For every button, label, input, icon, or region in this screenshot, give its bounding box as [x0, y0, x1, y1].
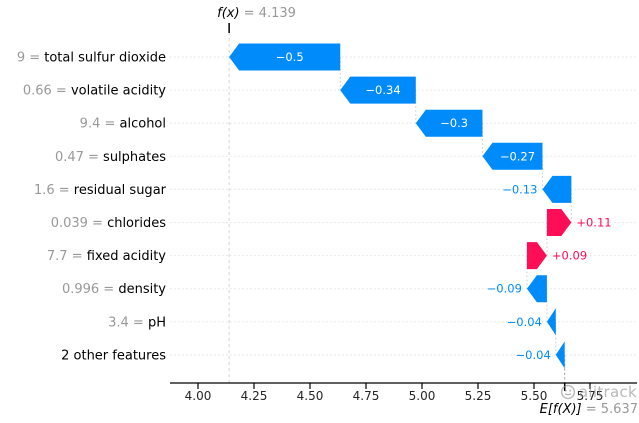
- bar-ph: [546, 308, 556, 336]
- x-tick-label: 4.25: [241, 389, 268, 403]
- row-label-density: 0.996 = density: [62, 282, 166, 297]
- expected-value-annotation: E[f(X)] = 5.637: [540, 402, 638, 417]
- x-tick-label: 5.25: [465, 389, 492, 403]
- bar-value-label: −0.09: [487, 282, 522, 296]
- x-tick-label: 5.50: [521, 389, 548, 403]
- row-label-2-other-features: 2 other features: [61, 348, 166, 363]
- row-label-sulphates: 0.47 = sulphates: [55, 150, 166, 165]
- bar-value-label: −0.27: [500, 149, 535, 163]
- bar-value-label: −0.04: [516, 348, 551, 362]
- bar-2-other-features: [555, 341, 565, 369]
- bar-value-label: −0.04: [507, 315, 542, 329]
- x-tick-label: 5.75: [577, 389, 604, 403]
- bar-value-label: −0.3: [440, 116, 468, 130]
- x-tick-label: 5.00: [409, 389, 436, 403]
- bar-density: [526, 275, 547, 303]
- fx-value-annotation: f(x) = 4.139: [217, 6, 296, 21]
- row-label-residual-sugar: 1.6 = residual sugar: [34, 183, 167, 198]
- x-tick-label: 4.75: [353, 389, 380, 403]
- row-label-ph: 3.4 = pH: [108, 315, 166, 330]
- row-label-fixed-acidity: 7.7 = fixed acidity: [47, 249, 166, 264]
- bar-sulphates: [482, 142, 543, 170]
- bar-alcohol: [415, 109, 483, 137]
- bar-value-label: −0.5: [276, 50, 304, 64]
- x-tick-label: 4.00: [185, 389, 212, 403]
- bar-residual-sugar: [542, 175, 572, 203]
- bar-value-label: −0.13: [502, 182, 537, 196]
- x-tick-label: 4.50: [297, 389, 324, 403]
- row-label-alcohol: 9.4 = alcohol: [80, 117, 166, 132]
- row-label-total-sulfur-dioxide: 9 = total sulfur dioxide: [17, 51, 166, 66]
- bar-volatile-acidity: [340, 76, 416, 104]
- bar-chlorides: [546, 209, 572, 236]
- bar-value-label: +0.11: [576, 216, 611, 230]
- bar-value-label: +0.09: [552, 249, 587, 263]
- bar-total-sulfur-dioxide: [229, 43, 341, 71]
- row-label-volatile-acidity: 0.66 = volatile acidity: [23, 84, 166, 99]
- bar-fixed-acidity: [526, 242, 547, 270]
- bar-value-label: −0.34: [365, 83, 400, 97]
- row-label-chlorides: 0.039 = chlorides: [51, 216, 167, 231]
